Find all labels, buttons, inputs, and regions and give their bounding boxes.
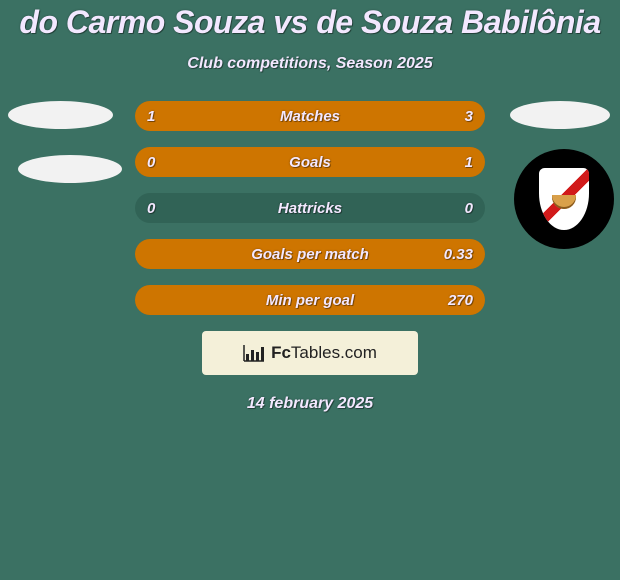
stat-row: Min per goal270 xyxy=(135,285,485,315)
stat-row: 1Matches3 xyxy=(135,101,485,131)
right-badge-small xyxy=(510,101,610,129)
subtitle: Club competitions, Season 2025 xyxy=(0,55,620,73)
publish-date: 14 february 2025 xyxy=(0,395,620,413)
stat-value-right: 270 xyxy=(448,292,473,309)
content-area: 1Matches30Goals10Hattricks0Goals per mat… xyxy=(0,101,620,413)
left-badge-1 xyxy=(8,101,113,129)
bar-chart-icon xyxy=(243,344,265,362)
stat-value-right: 0.33 xyxy=(444,246,473,263)
site-name: FcTables.com xyxy=(271,343,377,363)
stat-row: 0Goals1 xyxy=(135,147,485,177)
comparison-infographic: do Carmo Souza vs de Souza Babilônia Clu… xyxy=(0,0,620,580)
stat-row: 0Hattricks0 xyxy=(135,193,485,223)
stat-rows: 1Matches30Goals10Hattricks0Goals per mat… xyxy=(135,101,485,315)
stat-label: Goals per match xyxy=(135,246,485,263)
stat-label: Goals xyxy=(135,154,485,171)
stat-label: Matches xyxy=(135,108,485,125)
stat-value-right: 3 xyxy=(465,108,473,125)
left-badge-2 xyxy=(18,155,122,183)
right-club-crest xyxy=(514,149,614,249)
crest-shield-icon xyxy=(537,166,591,232)
stat-row: Goals per match0.33 xyxy=(135,239,485,269)
stat-label: Hattricks xyxy=(135,200,485,217)
page-title: do Carmo Souza vs de Souza Babilônia xyxy=(0,4,620,41)
stat-label: Min per goal xyxy=(135,292,485,309)
stat-value-right: 1 xyxy=(465,154,473,171)
site-attribution: FcTables.com xyxy=(202,331,418,375)
stat-value-right: 0 xyxy=(465,200,473,217)
